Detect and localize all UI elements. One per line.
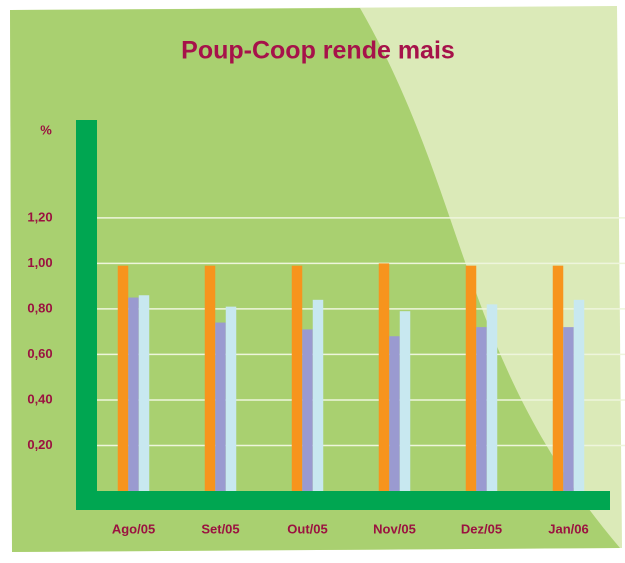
y-tick-label: 0,20 — [27, 437, 52, 452]
x-tick-label: Nov/05 — [373, 521, 416, 536]
bar — [563, 327, 574, 491]
bar — [118, 266, 129, 491]
x-tick-label: Out/05 — [287, 521, 327, 536]
x-tick-label: Set/05 — [201, 521, 239, 536]
bar — [139, 295, 150, 491]
x-tick-label: Ago/05 — [112, 521, 155, 536]
bar — [302, 329, 313, 491]
bar — [128, 298, 139, 491]
y-axis — [76, 120, 97, 510]
bar — [313, 300, 324, 491]
bar — [226, 307, 237, 491]
bar — [292, 266, 303, 491]
x-tick-label: Dez/05 — [461, 521, 502, 536]
y-tick-label: 1,00 — [27, 255, 52, 270]
bar — [487, 304, 498, 491]
bar — [476, 327, 487, 491]
y-tick-label: 0,60 — [27, 346, 52, 361]
chart-title: Poup-Coop rende mais — [181, 37, 455, 65]
bar — [379, 263, 390, 491]
bar — [389, 336, 400, 491]
bar — [574, 300, 585, 491]
bar — [466, 266, 477, 491]
x-axis — [76, 491, 610, 510]
y-tick-label: 1,20 — [27, 209, 52, 224]
chart: Poup-Coop rende mais % 0,20 0,40 0,60 0,80 1… — [0, 0, 625, 558]
y-tick-label: 0,80 — [27, 300, 52, 315]
bar — [553, 266, 564, 491]
y-axis-label: % — [40, 122, 52, 137]
bar — [400, 311, 411, 491]
bar — [205, 266, 216, 491]
y-tick-label: 0,40 — [27, 391, 52, 406]
bar — [215, 323, 226, 491]
x-tick-label: Jan/06 — [548, 521, 588, 536]
